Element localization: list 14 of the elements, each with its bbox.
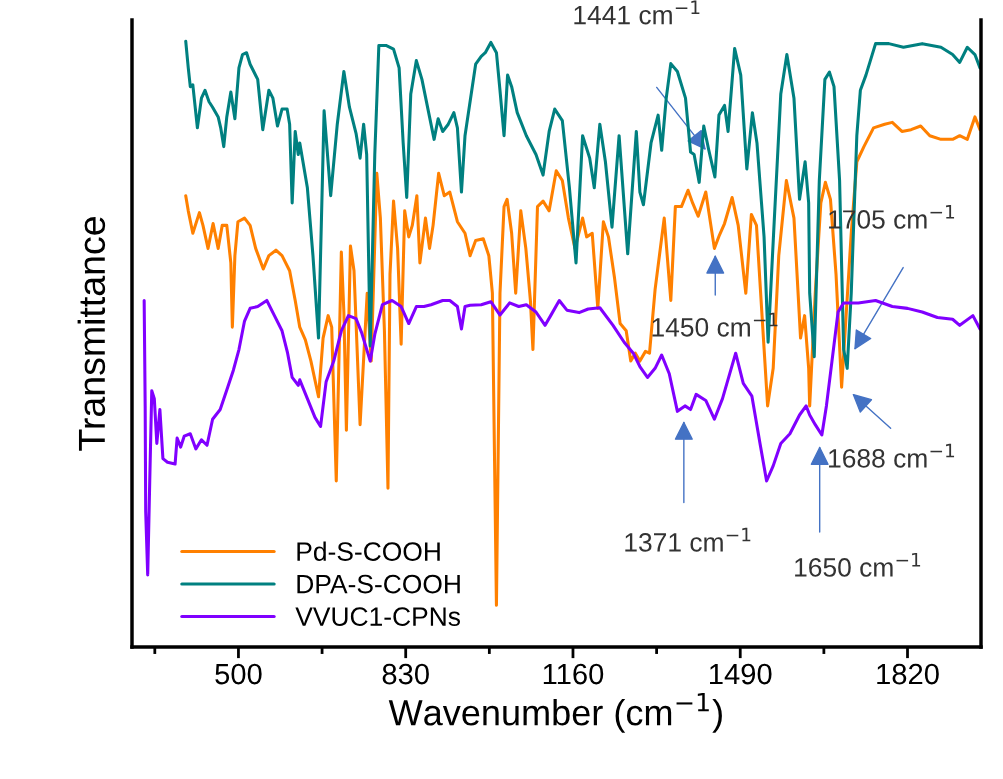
text: 1441 cm$^{−1}$: [574, 0, 700, 25]
x-tick-label: 1490: [710, 663, 772, 685]
x-tick-label: 1820: [877, 663, 939, 685]
x-tick-label: 1160: [543, 663, 604, 685]
annotation: 1371 cm$^{−1}$: [625, 527, 751, 552]
annotation: 1650 cm$^{−1}$: [795, 552, 921, 577]
legend-label: DPA-S-COOH: [297, 574, 460, 594]
y-axis-title: Transmittance: [77, 217, 106, 451]
x-axis-title: Wavenumber (cm$^{−1}$): [388, 692, 722, 733]
x-tick-label: 830: [382, 663, 429, 685]
x-tick-label: 500: [215, 663, 262, 685]
legend-label: Pd-S-COOH: [297, 541, 440, 561]
legend-label: VVUC1-CPNs: [295, 607, 460, 626]
annotation: 1688 cm$^{−1}$: [829, 443, 955, 468]
